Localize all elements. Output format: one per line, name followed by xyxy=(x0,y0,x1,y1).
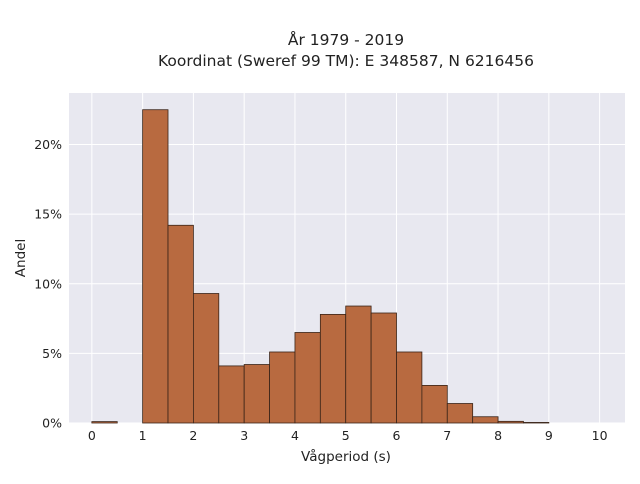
histogram-bar xyxy=(319,313,347,424)
histogram-bar xyxy=(243,364,270,424)
y-axis-ticks: 0% 5% 10% 15% 20% xyxy=(34,137,62,430)
histogram-bar xyxy=(218,365,245,424)
x-tick-label: 1 xyxy=(139,428,147,443)
x-axis-ticks: 0 1 2 3 4 5 6 7 8 9 10 xyxy=(88,428,608,443)
x-tick-label: 4 xyxy=(291,428,299,443)
histogram-bar xyxy=(497,420,524,424)
x-tick-label: 10 xyxy=(592,428,608,443)
histogram-bar xyxy=(142,109,169,424)
x-tick-label: 0 xyxy=(88,428,96,443)
histogram-bar xyxy=(472,416,499,424)
histogram-bar xyxy=(269,351,296,424)
histogram-bar xyxy=(446,403,474,424)
chart-title-line-2: Koordinat (Sweref 99 TM): E 348587, N 62… xyxy=(158,52,534,70)
histogram-bar xyxy=(523,422,550,424)
bars xyxy=(91,109,550,424)
histogram-bar xyxy=(370,312,397,424)
x-tick-label: 3 xyxy=(240,428,248,443)
histogram-bar xyxy=(421,385,448,424)
y-axis-label: Andel xyxy=(13,239,29,277)
y-tick-label: 10% xyxy=(34,276,62,291)
histogram-bar xyxy=(345,305,372,424)
x-axis-label: Vågperiod (s) xyxy=(301,448,391,465)
x-tick-label: 9 xyxy=(545,428,553,443)
x-tick-label: 8 xyxy=(494,428,502,443)
histogram-bar xyxy=(91,421,118,424)
histogram-bar xyxy=(396,351,423,424)
x-tick-label: 2 xyxy=(189,428,197,443)
y-tick-label: 15% xyxy=(34,207,62,222)
x-tick-label: 7 xyxy=(443,428,451,443)
y-tick-label: 20% xyxy=(34,137,62,152)
histogram-bar xyxy=(167,224,194,424)
y-tick-label: 5% xyxy=(42,346,62,361)
x-tick-label: 5 xyxy=(342,428,350,443)
histogram-bar xyxy=(294,332,321,424)
y-tick-label: 0% xyxy=(42,416,62,431)
x-tick-label: 6 xyxy=(393,428,401,443)
histogram-bar xyxy=(193,293,220,424)
chart-title-line-1: År 1979 - 2019 xyxy=(288,30,404,49)
